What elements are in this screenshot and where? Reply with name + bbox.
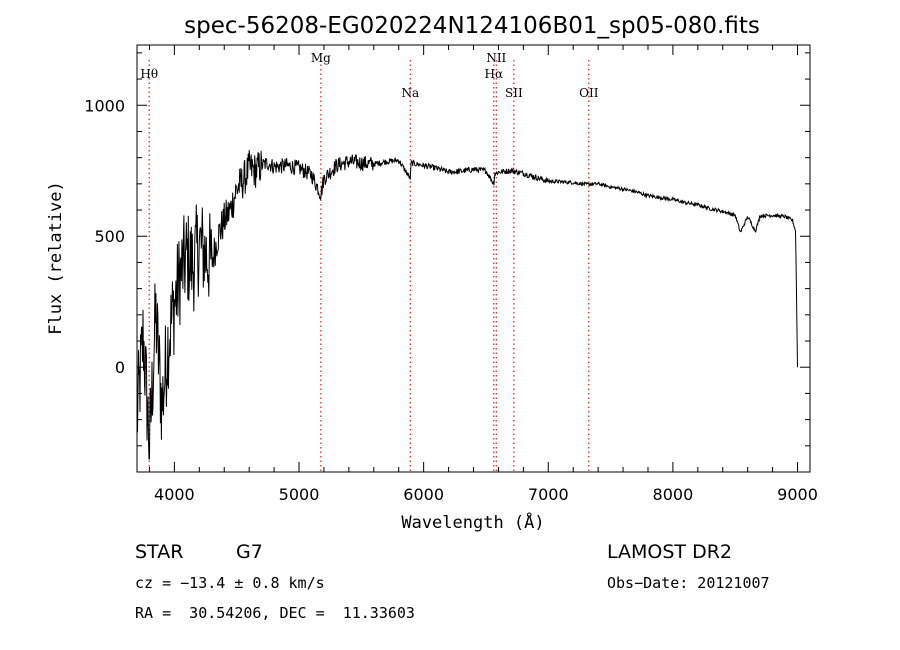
survey-name: LAMOST DR2 xyxy=(607,541,732,563)
x-tick-label: 5000 xyxy=(279,485,320,504)
line-marker-label: Hθ xyxy=(140,67,158,81)
x-tick-label: 7000 xyxy=(528,485,569,504)
x-tick-label: 6000 xyxy=(403,485,444,504)
x-tick-label: 8000 xyxy=(653,485,694,504)
axis-ticks xyxy=(137,45,810,472)
axis-tick-labels: 4000 5000 6000 7000 8000 9000 0 500 1000 xyxy=(84,96,818,504)
y-tick-label: 0 xyxy=(115,358,125,377)
velocity-text: cz = −13.4 ± 0.8 km/s xyxy=(135,574,325,592)
x-tick-label: 4000 xyxy=(154,485,195,504)
object-class: STAR xyxy=(135,541,184,563)
x-axis-label: Wavelength (Å) xyxy=(401,511,544,533)
y-tick-label: 1000 xyxy=(84,96,125,115)
spectrum-line xyxy=(136,150,798,460)
coordinates-text: RA = 30.54206, DEC = 11.33603 xyxy=(135,604,415,622)
line-marker-label: Mg xyxy=(311,51,331,65)
y-tick-label: 500 xyxy=(94,227,125,246)
object-subclass: G7 xyxy=(236,541,263,563)
line-marker-label: Hα xyxy=(485,67,504,81)
x-tick-label: 9000 xyxy=(777,485,818,504)
line-marker-label: Na xyxy=(401,86,419,100)
plot-frame xyxy=(136,44,811,473)
line-marker-label: NII xyxy=(486,51,506,65)
y-axis-label: Flux (relative) xyxy=(46,181,66,335)
line-marker-label: SII xyxy=(505,86,523,100)
chart-title: spec-56208-EG020224N124106B01_sp05-080.f… xyxy=(184,13,760,39)
line-marker-label: OII xyxy=(579,86,599,100)
observation-date: Obs−Date: 20121007 xyxy=(607,574,770,592)
